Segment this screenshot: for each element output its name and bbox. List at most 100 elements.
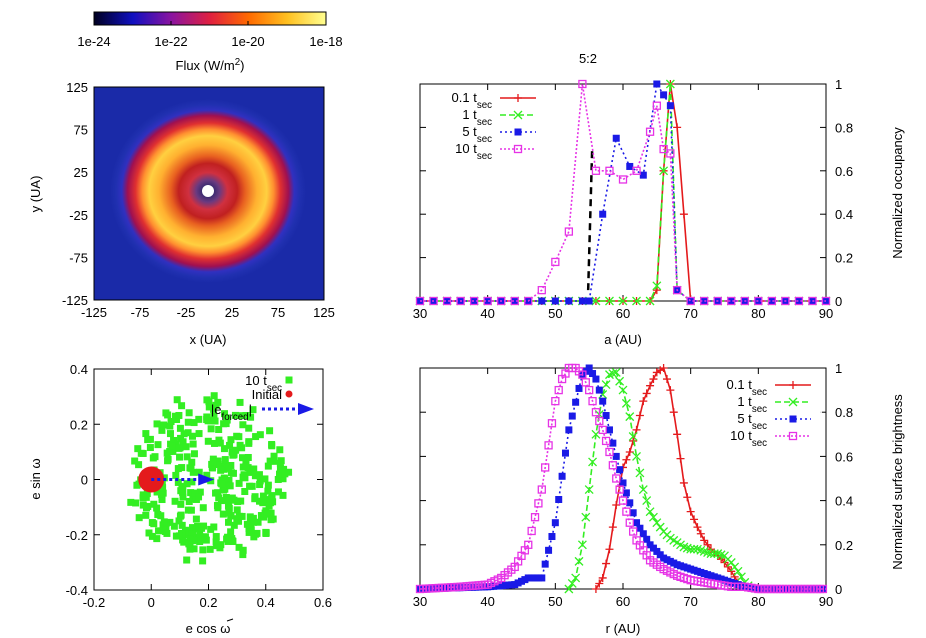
scatter-point [170, 522, 178, 530]
scatter-point [142, 504, 150, 512]
scatter-point [183, 556, 191, 564]
series-point-0 [676, 454, 685, 463]
x-axis-label: x (UA) [190, 332, 227, 347]
legend-label-part: 5 t [462, 124, 477, 139]
colorbar-label-part: Flux (W/m [176, 58, 235, 73]
series-point-2 [622, 489, 630, 497]
scatter-point [206, 545, 214, 553]
series-point-0 [642, 389, 651, 398]
scatter-point [139, 491, 147, 499]
series-point-1 [686, 544, 696, 554]
series-point-3 [497, 296, 506, 306]
series-point-2 [565, 297, 573, 305]
series-point-2 [589, 370, 597, 378]
series-point-3 [767, 296, 777, 306]
series-point-3 [537, 485, 546, 494]
legend-label: 10 tsec [245, 373, 282, 394]
series-point-3 [618, 175, 628, 184]
scatter-point [243, 520, 251, 528]
y-tick-label: 75 [74, 123, 88, 138]
series-point-0 [605, 545, 614, 554]
scatter-point [242, 463, 250, 471]
scatter-point [263, 510, 271, 518]
scatter-point [210, 523, 218, 531]
scatter-point [247, 413, 255, 421]
colorbar-tick-label: 1e-18 [309, 34, 342, 49]
legend-label-part: | [249, 402, 252, 417]
scatter-point [268, 492, 276, 500]
legend-label: 1 tsec [737, 394, 767, 415]
scatter-point [184, 429, 192, 437]
series-point-0 [666, 386, 675, 395]
legend-label-part: sec [477, 151, 492, 162]
scatter-point [183, 480, 191, 488]
scatter-point [196, 488, 204, 496]
scatter-point [153, 420, 161, 428]
scatter-point [214, 504, 222, 512]
omega-bar [226, 618, 234, 622]
legend-label-part: 10 t [730, 428, 752, 443]
series-point-0 [700, 536, 709, 545]
series-point-0 [608, 523, 617, 532]
scatter-point [276, 446, 284, 454]
x-tick-label: 50 [548, 306, 562, 321]
series-point-1 [605, 296, 614, 306]
legend-label-part: sec [752, 387, 767, 398]
scatter-point [199, 557, 207, 565]
scatter-point [232, 446, 240, 454]
series-point-3 [429, 296, 438, 306]
series-point-3 [527, 526, 536, 536]
scatter-point [188, 524, 196, 532]
x-tick-label: 60 [616, 306, 630, 321]
series-point-2 [511, 297, 519, 305]
y-tick-label: 0.2 [835, 251, 853, 266]
series-point-2 [538, 297, 546, 305]
series-point-2 [585, 364, 593, 372]
legend-marker-1 [788, 397, 798, 407]
scatter-point [185, 497, 193, 505]
series-point-3 [686, 296, 695, 306]
scatter-point [164, 457, 172, 465]
y-tick-label: 125 [66, 80, 88, 95]
scatter-point [178, 402, 186, 410]
series-point-2 [578, 297, 586, 305]
scatter-point [210, 405, 218, 413]
x-tick-label: 0.4 [257, 595, 275, 610]
scatter-point [225, 518, 233, 526]
legend-label-part: forced [222, 412, 249, 423]
series-point-2 [639, 530, 647, 538]
series-point-1 [611, 367, 621, 377]
series-point-0 [669, 408, 678, 417]
legend-label: 0.1 tsec [727, 377, 768, 398]
scatter-point [203, 471, 211, 479]
series-point-3 [652, 101, 661, 110]
scatter-point [187, 464, 195, 472]
series-point-2 [616, 466, 624, 474]
series-point-1 [645, 296, 655, 306]
scatter-point [188, 478, 196, 486]
scatter-point [188, 432, 196, 440]
scatter-point [259, 499, 267, 507]
colorbar-tick-label: 1e-22 [154, 34, 187, 49]
scatter-point [194, 522, 202, 530]
scatter-point [200, 522, 208, 530]
scatter-point [187, 489, 195, 497]
scatter-point [266, 427, 274, 435]
plot-frame-top [93, 86, 325, 301]
legend-label: 0.1 tsec [452, 90, 493, 111]
x-tick-label: 125 [313, 305, 335, 320]
series-point-0 [690, 515, 699, 524]
scatter-point [132, 499, 140, 507]
series-point-2 [660, 91, 668, 99]
scatter-point [166, 430, 174, 438]
series-point-2 [599, 397, 607, 405]
scatter-point [255, 471, 263, 479]
scatter-point [158, 496, 166, 504]
series-point-2 [629, 509, 637, 517]
scatter-point [220, 420, 228, 428]
series-point-2 [666, 102, 674, 110]
scatter-point [268, 442, 276, 450]
scatter-point [239, 551, 247, 559]
scatter-point [252, 433, 260, 441]
scatter-point [276, 470, 284, 478]
